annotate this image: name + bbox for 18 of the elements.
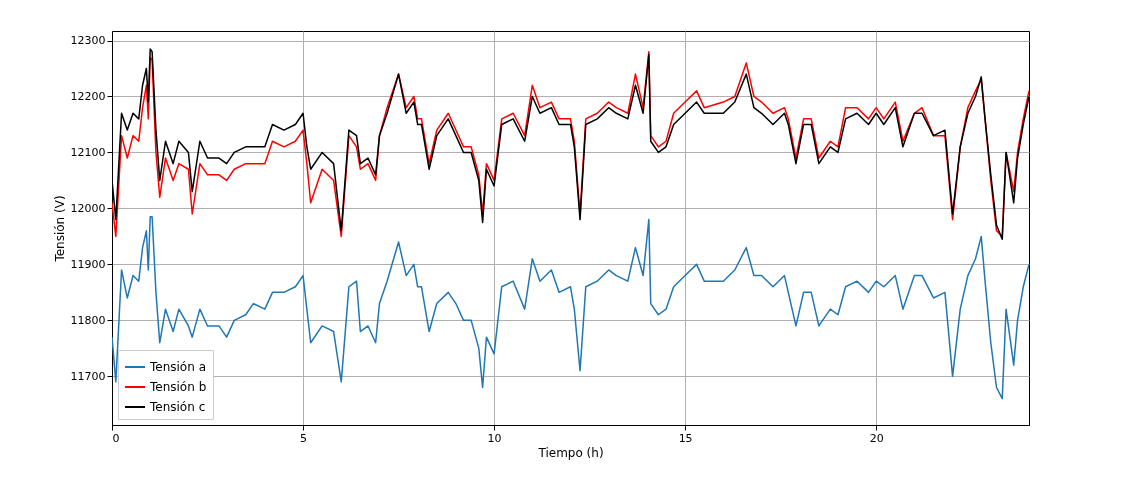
- y-tick-label: 11700: [70, 369, 106, 383]
- y-tick-label: 12300: [70, 34, 106, 48]
- y-tick-label: 12100: [70, 145, 106, 159]
- line-series: [112, 216, 1029, 400]
- x-tick-label: 10: [487, 431, 502, 445]
- x-tick-label: 0: [112, 431, 120, 445]
- x-tick-label: 15: [678, 431, 693, 445]
- x-tick-label: 20: [869, 431, 884, 445]
- legend-label: Tensión c: [149, 400, 206, 414]
- y-tick-label: 11900: [70, 257, 106, 271]
- y-tick-label: 12000: [70, 201, 106, 215]
- x-axis-title: Tiempo (h): [537, 445, 604, 460]
- x-tick-label: 5: [300, 431, 308, 445]
- y-tick-label: 12200: [70, 89, 106, 103]
- legend-label: Tensión b: [149, 380, 207, 394]
- y-axis-title: Tensión (V): [52, 195, 67, 263]
- legend-label: Tensión a: [149, 360, 206, 374]
- y-tick-label: 11800: [70, 313, 106, 327]
